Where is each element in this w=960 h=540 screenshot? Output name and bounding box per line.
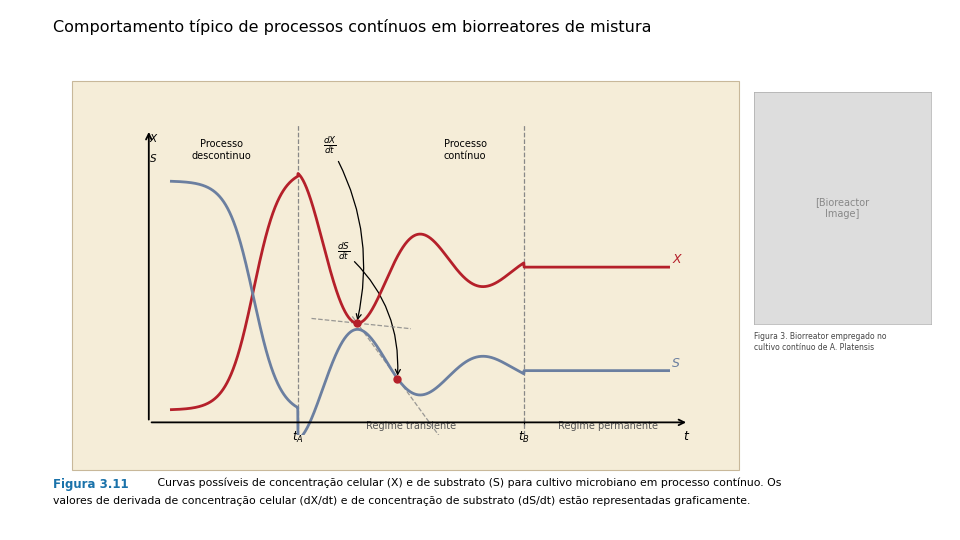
Text: Figura 3.11: Figura 3.11: [53, 478, 129, 491]
Text: X: X: [150, 134, 156, 144]
Text: Processo
descontinuo: Processo descontinuo: [191, 139, 251, 161]
Text: valores de derivada de concentração celular (dX/dt) e de concentração de substra: valores de derivada de concentração celu…: [53, 496, 750, 506]
Text: Processo
contínuo: Processo contínuo: [444, 139, 487, 161]
Text: t: t: [684, 430, 688, 443]
Text: S: S: [672, 357, 680, 370]
Text: Regime transiente: Regime transiente: [366, 421, 456, 431]
Text: $\frac{dX}{dt}$: $\frac{dX}{dt}$: [323, 134, 364, 319]
Text: Curvas possíveis de concentração celular (X) e de substrato (S) para cultivo mic: Curvas possíveis de concentração celular…: [147, 478, 781, 488]
Text: Figura 3. Biorreator empregado no
cultivo contínuo de A. Platensis: Figura 3. Biorreator empregado no cultiv…: [754, 332, 886, 352]
Text: [Bioreactor
Image]: [Bioreactor Image]: [815, 197, 870, 219]
Text: $t_B$: $t_B$: [518, 430, 530, 445]
Text: $\frac{dS}{dt}$: $\frac{dS}{dt}$: [337, 240, 400, 374]
Text: Comportamento típico de processos contínuos em biorreatores de mistura: Comportamento típico de processos contín…: [53, 19, 651, 35]
Text: $t_A$: $t_A$: [292, 430, 303, 445]
Text: S: S: [150, 154, 156, 164]
Text: X: X: [672, 253, 681, 266]
Text: Regime permanente: Regime permanente: [558, 421, 658, 431]
